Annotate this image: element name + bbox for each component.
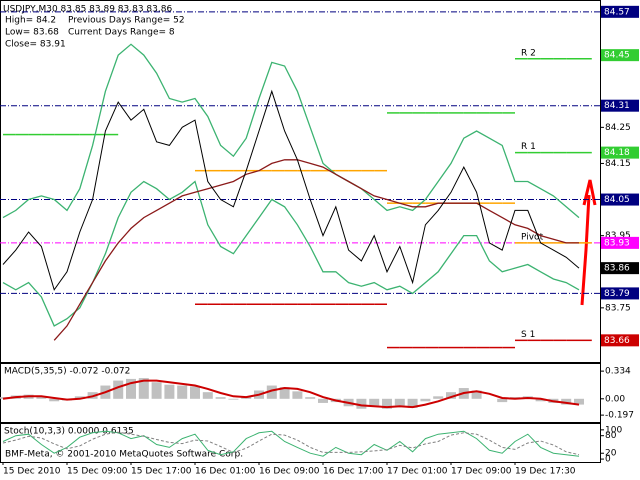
level-label: 83.66 <box>604 336 630 346</box>
histogram-bar <box>446 392 456 399</box>
info-text: High= 84.2 <box>5 16 56 26</box>
x-tick-label: 15 Dec 17:00 <box>131 467 192 477</box>
level-box <box>601 193 639 206</box>
histogram-bar <box>126 378 136 399</box>
histogram-bar <box>356 398 367 409</box>
histogram-bar <box>471 390 482 399</box>
x-tick-label: 16 Dec 01:00 <box>195 467 256 477</box>
y-tick-label: 100 <box>605 425 622 435</box>
histogram-bar <box>36 396 47 399</box>
macd-panel <box>0 363 601 423</box>
level-box <box>601 146 639 159</box>
level-label: 84.57 <box>604 7 630 17</box>
histogram-bar <box>202 392 213 399</box>
info-text: Close= 83.91 <box>5 40 66 50</box>
histogram-bar <box>292 391 303 399</box>
level-label: 84.18 <box>604 148 630 158</box>
info-text: Previous Days Range= 52 <box>68 16 185 26</box>
x-tick-label: 15 Dec 2010 <box>3 467 61 477</box>
x-tick-label: 17 Dec 01:00 <box>387 467 448 477</box>
panel-title: Stoch(10,3,3) 0.0000 0.6135 <box>4 427 134 437</box>
histogram-bar <box>138 378 149 399</box>
x-tick-label: 16 Dec 17:00 <box>323 467 384 477</box>
histogram-bar <box>433 396 444 399</box>
series-line <box>2 180 580 327</box>
pivot-label: S 1 <box>521 330 535 340</box>
level-label: 83.79 <box>604 289 630 299</box>
level-box <box>601 5 639 18</box>
histogram-bar <box>164 384 175 399</box>
info-text: Low= 83.68 <box>5 28 59 38</box>
y-tick-label: 20 <box>605 449 617 459</box>
level-box <box>601 49 639 62</box>
pivot-label: R 1 <box>521 142 536 152</box>
level-label: 84.31 <box>604 101 630 111</box>
y-tick-label: 0.334 <box>605 367 631 377</box>
y-tick-label: 83.95 <box>605 231 631 241</box>
signal-line <box>2 379 580 409</box>
level-label: 84.05 <box>604 195 630 205</box>
level-label: 84.45 <box>604 51 630 61</box>
stoch-line <box>2 430 580 457</box>
histogram-bar <box>215 397 226 399</box>
histogram-bar <box>74 396 85 399</box>
histogram-bar <box>574 398 584 405</box>
histogram-bar <box>266 385 277 399</box>
level-box <box>601 236 639 249</box>
copyright: BMF-Meta, © 2001-2010 MetaQuotes Softwar… <box>5 450 243 460</box>
histogram-bar <box>382 398 392 409</box>
histogram-bar <box>369 398 380 406</box>
y-tick-label: 84.25 <box>605 123 631 133</box>
histogram-bar <box>497 398 508 403</box>
level-box <box>601 99 639 112</box>
series-line <box>53 159 579 341</box>
y-tick-label: -0.197 <box>605 411 634 421</box>
y-tick-label: 83.75 <box>605 303 631 313</box>
series-line <box>2 43 580 219</box>
y-tick-label: 84.15 <box>605 159 631 169</box>
x-tick-label: 16 Dec 09:00 <box>259 467 320 477</box>
histogram-bar <box>420 398 431 402</box>
pivot-label: Pivot <box>521 232 544 242</box>
stoch-panel <box>0 423 601 463</box>
stoch-line <box>2 431 580 456</box>
y-tick-label: 80 <box>605 431 617 441</box>
y-tick-label: 0 <box>605 455 611 465</box>
histogram-bar <box>177 385 188 399</box>
level-label: 83.86 <box>604 264 630 274</box>
y-tick-label: 0.00 <box>605 394 625 404</box>
histogram-bar <box>318 398 328 403</box>
histogram-bar <box>190 386 200 399</box>
x-tick-label: 17 Dec 09:00 <box>451 467 512 477</box>
pivot-label: R 2 <box>521 48 536 58</box>
histogram-bar <box>407 398 418 408</box>
level-label: 83.93 <box>604 238 630 248</box>
info-text: USDJPY,M30 83.85 83.89 83.83 83.86 <box>3 5 172 15</box>
x-tick-label: 19 Dec 17:30 <box>515 467 576 477</box>
level-box <box>601 334 639 347</box>
main-panel <box>0 0 601 363</box>
arrow-annotation <box>580 179 597 306</box>
histogram-bar <box>228 398 239 400</box>
histogram-bar <box>394 398 405 406</box>
x-tick-label: 15 Dec 09:00 <box>67 467 128 477</box>
histogram-bar <box>113 380 124 399</box>
panel-title: MACD(5,35,5) -0.072 -0.072 <box>4 367 130 377</box>
histogram-bar <box>151 382 162 399</box>
info-text: Current Days Range= 8 <box>68 28 175 38</box>
histogram-bar <box>535 398 546 402</box>
histogram-bar <box>305 397 316 399</box>
histogram-bar <box>49 398 60 402</box>
histogram-bar <box>279 387 290 399</box>
level-box <box>601 262 639 275</box>
histogram-bar <box>561 398 572 405</box>
series-line <box>2 89 580 291</box>
level-box <box>601 287 639 300</box>
